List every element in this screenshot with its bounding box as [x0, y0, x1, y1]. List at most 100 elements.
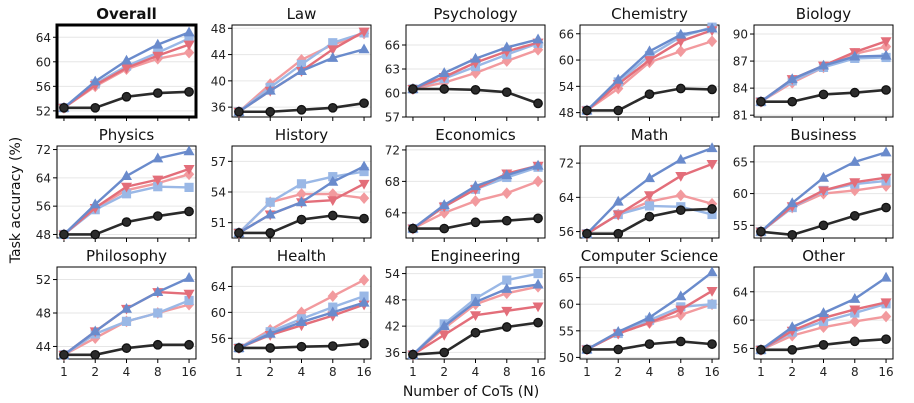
data-point — [121, 91, 132, 102]
data-point — [849, 87, 860, 98]
data-point — [90, 102, 101, 113]
data-point — [470, 84, 481, 95]
data-point — [184, 206, 194, 217]
data-point — [152, 51, 164, 62]
data-point — [408, 84, 418, 94]
data-point — [817, 186, 830, 197]
data-point — [183, 165, 195, 175]
data-point — [880, 173, 892, 184]
data-point — [184, 87, 194, 97]
data-point — [59, 102, 69, 113]
y-tick-label: 60 — [36, 55, 51, 69]
data-point — [786, 197, 798, 208]
data-point — [152, 286, 164, 297]
data-point — [817, 59, 830, 70]
data-point — [881, 334, 891, 345]
y-tick-label: 72 — [36, 143, 51, 157]
data-point — [358, 179, 370, 190]
panel-title: Philosophy — [86, 247, 167, 265]
data-point — [152, 88, 163, 98]
y-tick-label: 42 — [385, 320, 400, 334]
data-point — [501, 87, 512, 98]
panel-other: Other 56 60 64 1 2 4 8 16 — [733, 247, 894, 379]
y-tick-label: 60 — [385, 87, 400, 101]
y-tick-label: 44 — [211, 48, 226, 62]
y-tick-label: 90 — [733, 28, 748, 42]
data-point — [152, 339, 163, 350]
panel-title: Biology — [796, 5, 852, 23]
y-tick-label: 54 — [211, 186, 226, 200]
data-point — [358, 192, 370, 204]
y-tick-label: 60 — [733, 187, 748, 201]
x-tick-label: 16 — [704, 365, 719, 379]
data-point — [327, 306, 339, 317]
data-point — [501, 306, 513, 317]
data-point — [612, 326, 624, 336]
y-tick-label: 50 — [559, 351, 574, 365]
data-point — [469, 52, 482, 63]
data-point — [706, 35, 718, 48]
y-tick-label: 63 — [385, 63, 400, 77]
data-point — [756, 96, 766, 107]
data-point — [675, 189, 686, 202]
data-point — [643, 191, 656, 202]
data-point — [358, 274, 370, 286]
data-point — [501, 215, 512, 226]
y-tick-label: 54 — [385, 267, 400, 281]
data-point — [438, 330, 450, 341]
y-tick-label: 60 — [211, 306, 226, 320]
data-point — [89, 75, 101, 86]
panel-title: Health — [277, 247, 326, 265]
y-tick-label: 48 — [211, 22, 226, 36]
data-point — [184, 339, 194, 350]
data-point — [849, 292, 861, 303]
data-point — [327, 210, 338, 221]
x-tick-label: 8 — [154, 365, 162, 379]
x-tick-label: 2 — [91, 365, 99, 379]
panel-psychology: Psychology 57 60 63 66 — [385, 5, 546, 125]
data-point — [582, 344, 592, 355]
data-point — [358, 43, 370, 54]
data-point — [706, 266, 718, 277]
x-tick-label: 16 — [530, 365, 545, 379]
x-axis-label: Number of CoTs (N) — [403, 384, 539, 400]
data-point — [327, 102, 338, 113]
x-tick-label: 4 — [646, 365, 654, 379]
data-point — [675, 290, 687, 301]
x-tick-label: 1 — [60, 365, 68, 379]
y-tick-label: 56 — [559, 225, 574, 239]
data-point — [533, 317, 543, 328]
x-tick-label: 2 — [788, 365, 796, 379]
data-point — [327, 45, 339, 56]
data-point — [881, 202, 891, 213]
y-tick-label: 60 — [733, 314, 748, 328]
data-point — [120, 54, 133, 65]
data-point — [675, 83, 686, 94]
data-point — [469, 180, 482, 191]
data-point — [59, 229, 69, 240]
data-point — [707, 299, 717, 309]
data-point — [501, 283, 513, 293]
data-point — [849, 336, 860, 347]
y-tick-label: 55 — [733, 219, 748, 233]
data-point — [675, 45, 686, 58]
data-point — [533, 213, 543, 224]
data-point — [501, 322, 512, 332]
data-point — [643, 45, 656, 56]
data-point — [359, 98, 369, 109]
y-tick-label: 55 — [559, 324, 574, 338]
x-tick-label: 4 — [298, 365, 306, 379]
x-tick-label: 4 — [820, 365, 828, 379]
y-tick-label: 60 — [559, 54, 574, 68]
y-tick-label: 64 — [211, 280, 226, 294]
data-point — [296, 104, 307, 115]
x-tick-label: 1 — [583, 365, 591, 379]
data-point — [438, 199, 450, 209]
data-point — [756, 344, 766, 355]
y-tick-label: 40 — [211, 74, 226, 88]
data-point — [818, 339, 829, 350]
panel-title: Physics — [99, 126, 155, 144]
data-point — [327, 175, 339, 186]
x-tick-label: 1 — [757, 365, 765, 379]
